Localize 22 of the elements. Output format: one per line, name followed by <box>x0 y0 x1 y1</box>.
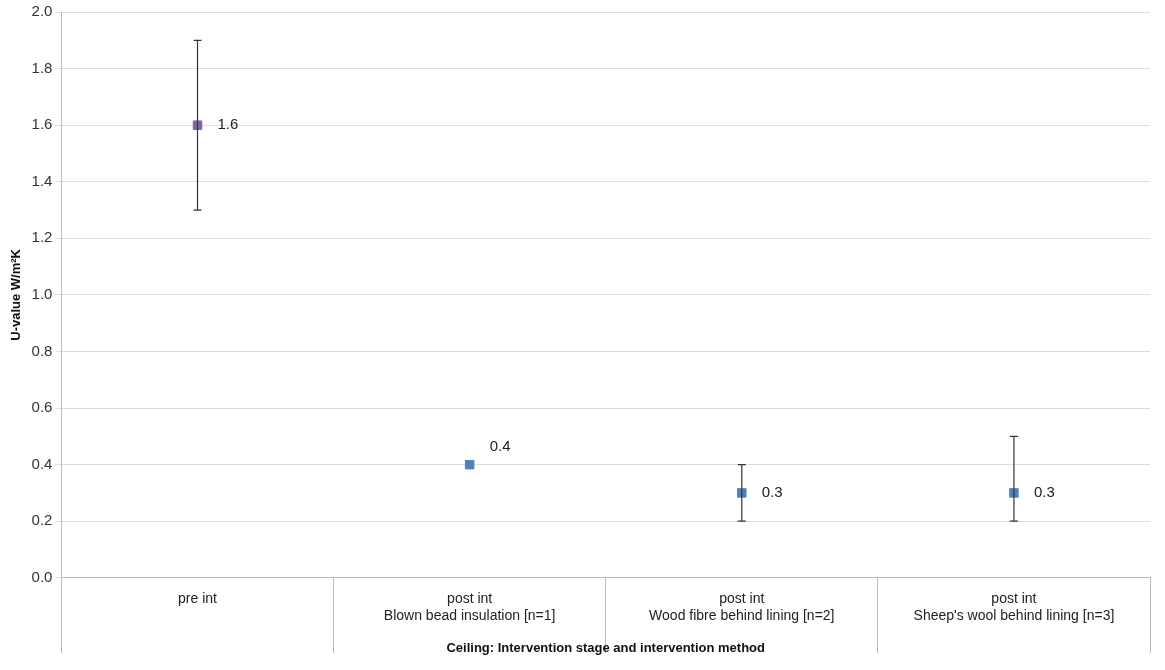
point <box>464 459 475 470</box>
y-tick-label: 0.6 <box>31 398 53 416</box>
y-tick-label: 1.6 <box>31 115 53 133</box>
y-tick-label: 1.2 <box>31 228 53 246</box>
x-tick-label: pre int <box>178 590 218 607</box>
y-tick-label: 1.8 <box>31 58 53 76</box>
y-tick-label: 0.8 <box>31 341 53 359</box>
y-tick-label: 0.2 <box>31 511 53 529</box>
y-tick-label: 1.0 <box>31 285 53 303</box>
x-tick-label: post int Sheep's wool behind lining [n=3] <box>913 590 1115 623</box>
x-tick-label: post int Blown bead insulation [n=1] <box>383 590 556 623</box>
y-tick-label: 1.4 <box>31 171 53 189</box>
y-tick-label: 0.4 <box>31 454 53 472</box>
data-label: 0.4 <box>489 436 511 454</box>
y-tick-label: 2.0 <box>31 2 53 20</box>
y-axis-title: U-value W/m²K <box>8 248 24 341</box>
x-axis-title: Ceiling: Intervention stage and intervention method <box>446 639 766 655</box>
y-tick-label: 0.0 <box>31 567 53 585</box>
data-label: 0.3 <box>1033 483 1055 501</box>
data-label: 0.3 <box>761 483 783 501</box>
data-label: 1.6 <box>217 115 239 133</box>
x-tick-label: post int Wood fibre behind lining [n=2] <box>649 590 835 623</box>
